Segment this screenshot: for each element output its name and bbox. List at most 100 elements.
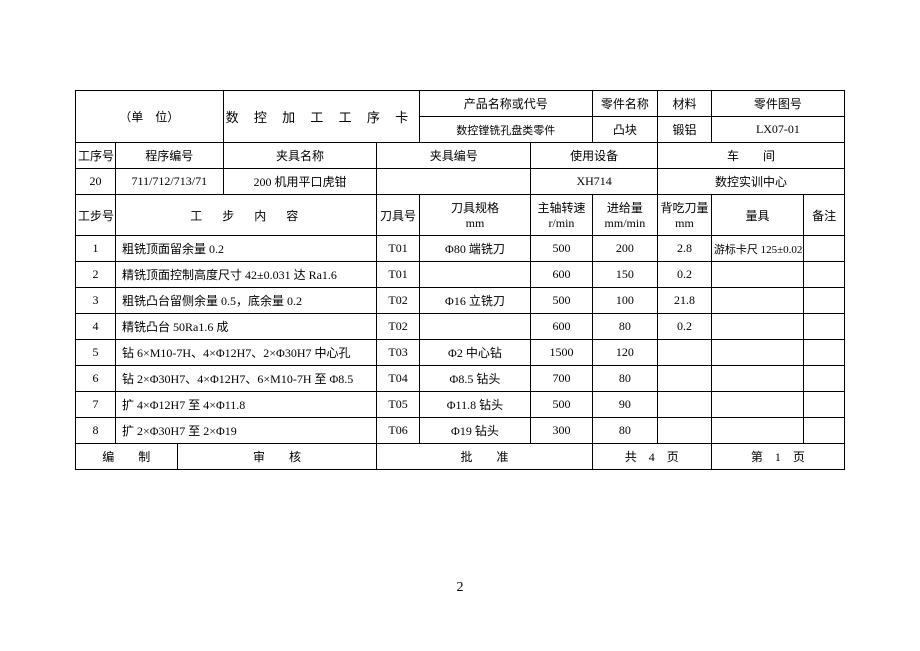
col-step-no: 工步号	[76, 195, 116, 236]
step-gauge: 游标卡尺 125±0.02	[711, 236, 803, 262]
step-no: 8	[76, 418, 116, 444]
step-spec: Φ2 中心钻	[419, 340, 530, 366]
step-feed: 120	[592, 340, 657, 366]
step-spindle: 500	[531, 236, 593, 262]
step-spindle: 500	[531, 288, 593, 314]
step-content: 扩 2×Φ30H7 至 2×Φ19	[115, 418, 376, 444]
step-spindle: 700	[531, 366, 593, 392]
step-no: 5	[76, 340, 116, 366]
unit-label: （单 位）	[76, 91, 224, 143]
step-content: 精铣顶面控制高度尺寸 42±0.031 达 Ra1.6	[115, 262, 376, 288]
step-remark	[804, 340, 845, 366]
step-row: 1 粗铣顶面留余量 0.2 T01 Φ80 端铣刀 500 200 2.8 游标…	[76, 236, 845, 262]
col-depth: 背吃刀量 mm	[658, 195, 712, 236]
step-tool: T02	[377, 288, 419, 314]
step-no: 2	[76, 262, 116, 288]
step-spec	[419, 314, 530, 340]
step-tool: T03	[377, 340, 419, 366]
equipment: XH714	[531, 169, 658, 195]
step-depth	[658, 366, 712, 392]
part-name: 凸块	[592, 117, 657, 143]
step-feed: 80	[592, 314, 657, 340]
step-remark	[804, 392, 845, 418]
col-tool-spec: 刀具规格 mm	[419, 195, 530, 236]
step-depth: 0.2	[658, 262, 712, 288]
step-feed: 90	[592, 392, 657, 418]
step-remark	[804, 366, 845, 392]
step-spindle: 1500	[531, 340, 593, 366]
step-no: 4	[76, 314, 116, 340]
step-spec	[419, 262, 530, 288]
col-spindle-unit: r/min	[533, 216, 590, 231]
step-gauge	[711, 392, 803, 418]
compile-label: 编 制	[76, 444, 178, 470]
fixture-name-label: 夹具名称	[223, 143, 377, 169]
equipment-label: 使用设备	[531, 143, 658, 169]
col-tool-no: 刀具号	[377, 195, 419, 236]
step-tool: T01	[377, 262, 419, 288]
step-row: 6 钻 2×Φ30H7、4×Φ12H7、6×M10-7H 至 Φ8.5 T04 …	[76, 366, 845, 392]
step-spec: Φ11.8 钻头	[419, 392, 530, 418]
step-content: 粗铣凸台留侧余量 0.5，底余量 0.2	[115, 288, 376, 314]
step-depth	[658, 392, 712, 418]
step-gauge	[711, 314, 803, 340]
step-row: 2 精铣顶面控制高度尺寸 42±0.031 达 Ra1.6 T01 600 15…	[76, 262, 845, 288]
step-spindle: 500	[531, 392, 593, 418]
step-gauge	[711, 262, 803, 288]
step-gauge	[711, 366, 803, 392]
part-drawing-label: 零件图号	[711, 91, 844, 117]
step-row: 3 粗铣凸台留侧余量 0.5，底余量 0.2 T02 Φ16 立铣刀 500 1…	[76, 288, 845, 314]
step-depth	[658, 418, 712, 444]
step-row: 5 钻 6×M10-7H、4×Φ12H7、2×Φ30H7 中心孔 T03 Φ2 …	[76, 340, 845, 366]
part-name-label: 零件名称	[592, 91, 657, 117]
step-depth: 21.8	[658, 288, 712, 314]
step-remark	[804, 236, 845, 262]
step-no: 6	[76, 366, 116, 392]
step-depth	[658, 340, 712, 366]
step-row: 4 精铣凸台 50Ra1.6 成 T02 600 80 0.2	[76, 314, 845, 340]
process-no-label: 工序号	[76, 143, 116, 169]
approve-label: 批 准	[377, 444, 592, 470]
step-remark	[804, 418, 845, 444]
step-feed: 200	[592, 236, 657, 262]
step-spec: Φ16 立铣刀	[419, 288, 530, 314]
program-no: 711/712/713/71	[115, 169, 223, 195]
col-tool-spec-text: 刀具规格	[422, 199, 528, 216]
step-no: 3	[76, 288, 116, 314]
step-row: 7 扩 4×Φ12H7 至 4×Φ11.8 T05 Φ11.8 钻头 500 9…	[76, 392, 845, 418]
step-spec: Φ19 钻头	[419, 418, 530, 444]
step-content: 粗铣顶面留余量 0.2	[115, 236, 376, 262]
material-label: 材料	[658, 91, 712, 117]
col-feed: 进给量 mm/min	[592, 195, 657, 236]
process-no: 20	[76, 169, 116, 195]
step-content: 扩 4×Φ12H7 至 4×Φ11.8	[115, 392, 376, 418]
step-content: 钻 2×Φ30H7、4×Φ12H7、6×M10-7H 至 Φ8.5	[115, 366, 376, 392]
step-spindle: 600	[531, 314, 593, 340]
col-depth-text: 背吃刀量	[660, 199, 709, 216]
step-tool: T06	[377, 418, 419, 444]
step-content: 精铣凸台 50Ra1.6 成	[115, 314, 376, 340]
fixture-no-label: 夹具编号	[377, 143, 531, 169]
step-depth: 0.2	[658, 314, 712, 340]
step-tool: T01	[377, 236, 419, 262]
col-depth-unit: mm	[660, 216, 709, 231]
col-step-content: 工 步 内 容	[115, 195, 376, 236]
step-no: 1	[76, 236, 116, 262]
step-remark	[804, 262, 845, 288]
step-content: 钻 6×M10-7H、4×Φ12H7、2×Φ30H7 中心孔	[115, 340, 376, 366]
step-depth: 2.8	[658, 236, 712, 262]
col-feed-unit: mm/min	[595, 216, 655, 231]
page-number: 2	[0, 580, 920, 596]
step-spec: Φ8.5 钻头	[419, 366, 530, 392]
col-tool-spec-unit: mm	[422, 216, 528, 231]
workshop-label: 车 间	[658, 143, 845, 169]
program-no-label: 程序编号	[115, 143, 223, 169]
col-feed-text: 进给量	[595, 199, 655, 216]
step-feed: 100	[592, 288, 657, 314]
audit-label: 审 核	[177, 444, 377, 470]
total-pages: 共 4 页	[592, 444, 711, 470]
step-tool: T05	[377, 392, 419, 418]
fixture-name: 200 机用平口虎钳	[223, 169, 377, 195]
fixture-no	[377, 169, 531, 195]
step-tool: T02	[377, 314, 419, 340]
